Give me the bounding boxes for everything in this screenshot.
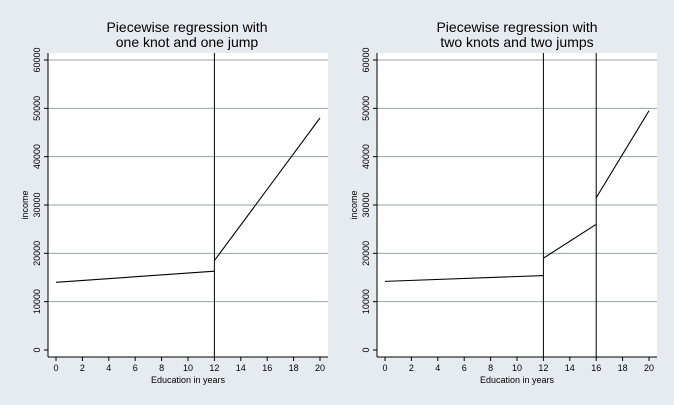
x-tick-label: 20 xyxy=(644,363,654,373)
y-tick-label: 30000 xyxy=(32,192,42,217)
chart-panel-right: 0 10000 20000 30000 40000 50000 60000 0 2 4 6 8 10 12… xyxy=(349,19,657,385)
x-tick-label: 4 xyxy=(106,363,111,373)
x-axis-label: Education in years xyxy=(151,375,226,385)
chart-title-line-1: Piecewise regression with xyxy=(436,19,597,35)
y-tick-label: 50000 xyxy=(32,96,42,121)
x-tick-label: 16 xyxy=(591,363,601,373)
regression-segment-2 xyxy=(595,110,650,199)
x-tick-label: 14 xyxy=(565,363,575,373)
y-tick-label: 60000 xyxy=(361,47,371,72)
x-tick-label: 18 xyxy=(618,363,628,373)
x-tick-label: 8 xyxy=(488,363,493,373)
y-tick-label: 20000 xyxy=(361,241,371,266)
y-tick-label: 0 xyxy=(361,347,371,352)
y-tick-label: 0 xyxy=(32,347,42,352)
y-tick-label: 60000 xyxy=(32,47,42,72)
x-tick-label: 10 xyxy=(512,363,522,373)
chart-panel-left: 0 10000 20000 30000 40000 50000 60000 0 2 4 6 8 10 12… xyxy=(20,19,328,385)
x-tick-label: 12 xyxy=(538,363,548,373)
x-tick-label: 10 xyxy=(183,363,193,373)
regression-segment-0 xyxy=(384,275,544,282)
y-tick-label: 20000 xyxy=(32,241,42,266)
y-tick-label: 40000 xyxy=(361,144,371,169)
x-tick-label: 4 xyxy=(435,363,440,373)
x-tick-label: 18 xyxy=(289,363,299,373)
regression-segment-0 xyxy=(55,270,215,283)
chart-title-line-2: two knots and two jumps xyxy=(440,34,593,50)
x-tick-label: 8 xyxy=(159,363,164,373)
x-tick-label: 0 xyxy=(53,363,58,373)
x-axis-label: Education in years xyxy=(480,375,555,385)
regression-segment-1 xyxy=(543,223,597,259)
x-tick-label: 20 xyxy=(315,363,325,373)
x-tick-label: 12 xyxy=(209,363,219,373)
y-axis-label: income xyxy=(349,190,359,219)
y-tick-label: 30000 xyxy=(361,192,371,217)
chart-title-line-2: one knot and one jump xyxy=(116,34,259,50)
y-axis-label: income xyxy=(20,190,30,219)
x-tick-label: 6 xyxy=(462,363,467,373)
regression-segment-1 xyxy=(213,117,321,261)
x-tick-label: 6 xyxy=(133,363,138,373)
y-tick-label: 50000 xyxy=(361,96,371,121)
x-tick-label: 2 xyxy=(80,363,85,373)
y-tick-label: 40000 xyxy=(32,144,42,169)
x-tick-label: 14 xyxy=(236,363,246,373)
y-tick-label: 10000 xyxy=(361,289,371,314)
x-tick-label: 2 xyxy=(409,363,414,373)
x-tick-label: 16 xyxy=(262,363,272,373)
chart-title-line-1: Piecewise regression with xyxy=(106,19,267,35)
y-tick-label: 10000 xyxy=(32,289,42,314)
x-tick-label: 0 xyxy=(382,363,387,373)
